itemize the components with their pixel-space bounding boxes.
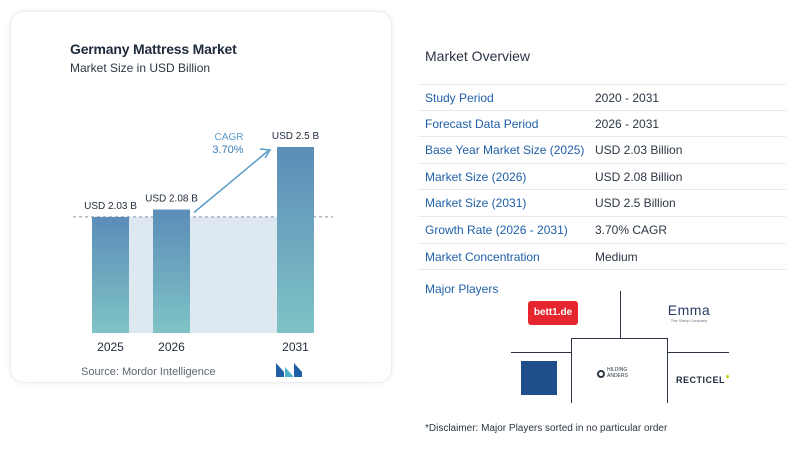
cagr-arrowhead-icon bbox=[259, 148, 272, 159]
bett1-logo: bett1.de bbox=[528, 301, 578, 325]
overview-label: Market Size (2026) bbox=[425, 169, 527, 184]
mordor-logo-icon bbox=[276, 363, 302, 377]
bar-chart: USD 2.03 B 2025 USD 2.08 B 2026 USD 2.5 B 203… bbox=[73, 131, 333, 354]
overview-row: Market Size (2031) USD 2.5 Billion bbox=[418, 190, 786, 217]
hilding-anders-logo: HILDING ANDERS bbox=[597, 367, 637, 383]
overview-row: Forecast Data Period 2026 - 2031 bbox=[418, 111, 786, 138]
emma-logo-text: Emma bbox=[667, 302, 711, 318]
overview-value: USD 2.03 Billion bbox=[595, 143, 683, 158]
recticel-logo-text: RECTICEL bbox=[676, 375, 725, 385]
cagr-value: 3.70% bbox=[212, 144, 243, 156]
recticel-logo: RECTICEL bbox=[676, 375, 730, 387]
overview-label: Market Size (2031) bbox=[425, 196, 527, 211]
hilding-mark-icon bbox=[597, 370, 605, 378]
bar-2031 bbox=[277, 147, 314, 333]
cagr-label: CAGR bbox=[215, 132, 244, 143]
chart-subtitle: Market Size in USD Billion bbox=[70, 61, 211, 75]
category-label-2025: 2025 bbox=[97, 340, 124, 354]
players-divider bbox=[571, 338, 572, 403]
emma-logo: Emma The Sleep Company bbox=[659, 302, 719, 328]
data-label-2025: USD 2.03 B bbox=[84, 201, 137, 212]
category-label-2026: 2026 bbox=[158, 340, 185, 354]
recticel-dot-icon bbox=[726, 375, 729, 378]
overview-row: Study Period 2020 - 2031 bbox=[418, 84, 786, 111]
overview-label: Study Period bbox=[425, 91, 494, 105]
overview-label: Base Year Market Size (2025) bbox=[425, 143, 585, 158]
emma-logo-tagline: The Sleep Company bbox=[670, 318, 708, 323]
overview-row: Market Concentration Medium bbox=[418, 244, 786, 271]
players-divider bbox=[511, 352, 571, 353]
players-divider bbox=[620, 291, 621, 338]
source-note: Source: Mordor Intelligence bbox=[81, 366, 216, 378]
overview-label: Forecast Data Period bbox=[425, 116, 539, 131]
bar-2026 bbox=[153, 209, 190, 333]
overview-value: 2026 - 2031 bbox=[595, 116, 660, 131]
chart-title: Germany Mattress Market bbox=[70, 41, 237, 57]
disclaimer: *Disclaimer: Major Players sorted in no … bbox=[425, 423, 668, 434]
overview-row: Base Year Market Size (2025) USD 2.03 Bi… bbox=[418, 137, 786, 164]
blue-square-logo bbox=[521, 361, 557, 395]
overview-row: Market Size (2026) USD 2.08 Billion bbox=[418, 164, 786, 191]
players-divider bbox=[667, 352, 729, 353]
overview-row: Growth Rate (2026 - 2031) 3.70% CAGR bbox=[418, 217, 786, 244]
overview-value: 3.70% CAGR bbox=[595, 222, 668, 237]
overview-value: 2020 - 2031 bbox=[595, 91, 660, 105]
overview-value: Medium bbox=[595, 249, 638, 264]
growth-band bbox=[129, 216, 277, 333]
category-label-2031: 2031 bbox=[282, 340, 309, 354]
cagr-arrow bbox=[193, 150, 269, 214]
overview-table: Study Period 2020 - 2031 Forecast Data P… bbox=[418, 84, 786, 271]
players-divider bbox=[667, 338, 668, 403]
hilding-logo-text: HILDING ANDERS bbox=[607, 367, 628, 379]
players-divider bbox=[571, 338, 667, 339]
overview-label: Growth Rate (2026 - 2031) bbox=[425, 222, 568, 237]
overview-title: Market Overview bbox=[425, 48, 531, 64]
overview-label: Market Concentration bbox=[425, 249, 540, 264]
bar-2025 bbox=[92, 216, 129, 333]
players-title: Major Players bbox=[425, 282, 499, 296]
overview-value: USD 2.5 Billion bbox=[595, 196, 676, 211]
overview-value: USD 2.08 Billion bbox=[595, 169, 683, 184]
data-label-2026: USD 2.08 B bbox=[145, 193, 198, 204]
data-label-2031: USD 2.5 B bbox=[272, 131, 320, 142]
